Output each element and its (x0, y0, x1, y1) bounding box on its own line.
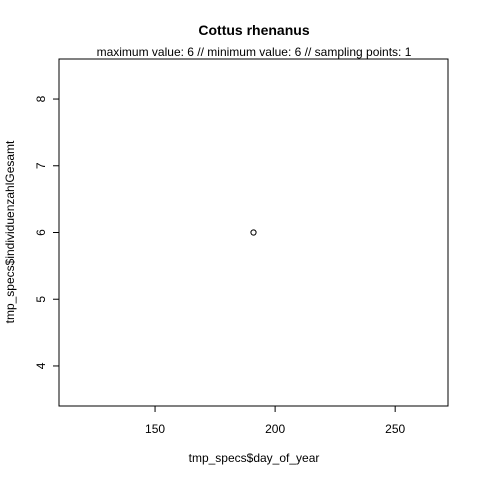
x-axis: 150 200 250 (145, 406, 406, 436)
x-tick-label: 200 (265, 422, 285, 436)
plot-frame (58, 58, 449, 407)
y-tick-label: 5 (34, 296, 48, 303)
y-tick-label: 7 (34, 162, 48, 169)
y-axis-label: tmp_specs$individuenzahlGesamt (3, 140, 17, 323)
data-point (250, 229, 257, 236)
x-tick-label: 250 (385, 422, 405, 436)
x-axis-label: tmp_specs$day_of_year (189, 451, 320, 465)
chart-subtitle: maximum value: 6 // minimum value: 6 // … (97, 45, 412, 59)
chart-title: Cottus rhenanus (198, 22, 309, 38)
y-tick-label: 6 (34, 229, 48, 236)
y-tick-label: 8 (34, 95, 48, 102)
y-axis: 4 5 6 7 8 (34, 95, 59, 369)
data-points (250, 229, 257, 236)
x-tick-label: 150 (145, 422, 165, 436)
y-tick-label: 4 (34, 362, 48, 369)
